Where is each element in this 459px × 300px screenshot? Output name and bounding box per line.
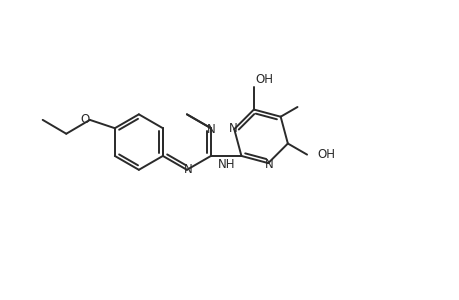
Text: N: N [264,158,273,171]
Text: OH: OH [255,73,273,86]
Text: NH: NH [217,158,235,171]
Text: OH: OH [316,148,334,161]
Text: N: N [229,122,237,135]
Text: O: O [80,113,90,126]
Text: N: N [183,163,192,176]
Text: N: N [206,123,215,136]
